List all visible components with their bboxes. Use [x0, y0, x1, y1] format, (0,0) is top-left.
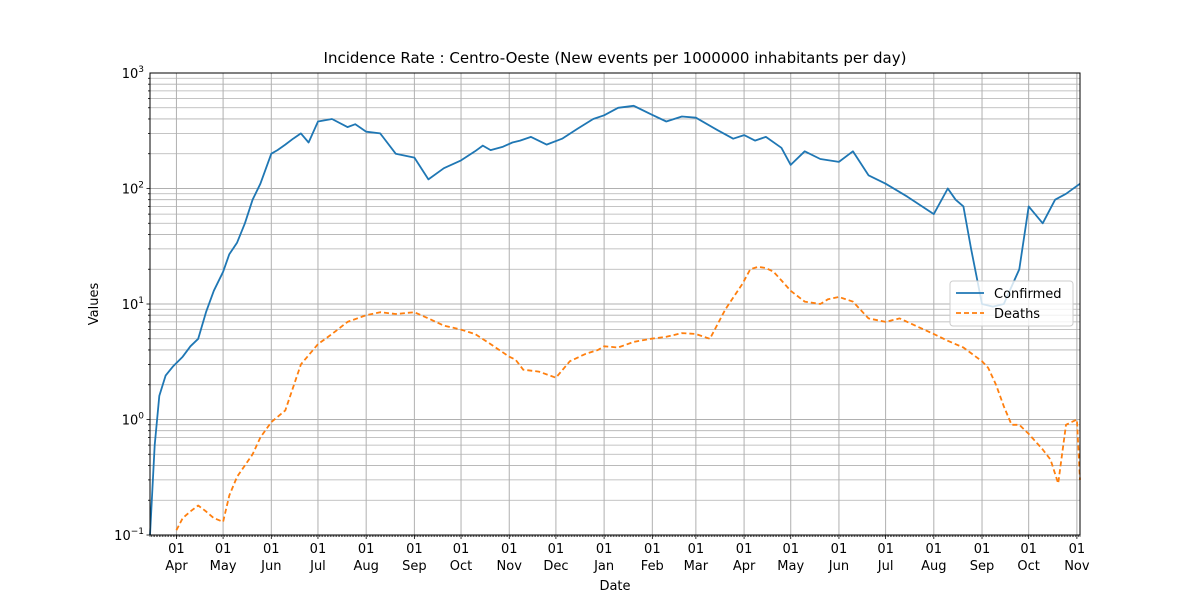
x-tick-day-label: 01 — [974, 542, 991, 557]
x-tick-day-label: 01 — [406, 542, 423, 557]
y-tick-label: 10−1 — [114, 527, 144, 544]
x-tick-month-label: Apr — [733, 559, 756, 574]
x-tick-month-label: Jul — [309, 559, 326, 574]
x-tick-day-label: 01 — [358, 542, 375, 557]
x-tick-day-label: 01 — [736, 542, 753, 557]
x-tick-month-label: Feb — [641, 559, 664, 574]
legend-label-deaths: Deaths — [994, 307, 1040, 322]
series-lines — [149, 104, 1081, 536]
x-tick-day-label: 01 — [215, 542, 232, 557]
x-tick-month-label: Jun — [260, 559, 281, 574]
chart-title: Incidence Rate : Centro-Oeste (New event… — [324, 49, 907, 67]
x-tick-day-label: 01 — [596, 542, 613, 557]
x-tick-month-label: Sep — [402, 559, 427, 574]
y-tick-label: 101 — [122, 296, 144, 313]
x-tick-day-label: 01 — [877, 542, 894, 557]
x-tick-day-label: 01 — [644, 542, 661, 557]
x-tick-day-label: 01 — [453, 542, 470, 557]
x-tick-month-label: Oct — [450, 559, 472, 574]
y-tick-label: 103 — [122, 65, 144, 82]
x-tick-month-label: Aug — [921, 559, 946, 574]
x-tick-month-label: Mar — [684, 559, 709, 574]
x-tick-month-label: Jan — [593, 559, 614, 574]
series-line-deaths — [175, 265, 1081, 531]
legend: Confirmed Deaths — [949, 280, 1074, 327]
legend-label-confirmed: Confirmed — [994, 287, 1062, 302]
axis-ticks: 10−1 100 101 102 103 01 Apr 01 May 01 Jun 01 Jul 01 Au… — [114, 65, 1090, 574]
grid — [150, 73, 1080, 536]
y-tick-label: 102 — [122, 181, 144, 198]
x-tick-month-label: Jun — [828, 559, 849, 574]
x-tick-day-label: 01 — [1020, 542, 1037, 557]
x-axis-label: Date — [599, 579, 630, 594]
x-tick-month-label: Oct — [1017, 559, 1039, 574]
x-tick-month-label: May — [777, 559, 804, 574]
x-tick-day-label: 01 — [263, 542, 280, 557]
x-tick-month-label: May — [210, 559, 237, 574]
x-tick-day-label: 01 — [501, 542, 518, 557]
x-tick-day-label: 01 — [1069, 542, 1086, 557]
x-tick-month-label: Jul — [877, 559, 894, 574]
x-tick-day-label: 01 — [310, 542, 327, 557]
x-tick-day-label: 01 — [926, 542, 943, 557]
y-tick-label: 100 — [122, 412, 145, 429]
x-tick-month-label: Sep — [970, 559, 995, 574]
x-tick-day-label: 01 — [831, 542, 848, 557]
series-line-confirmed — [149, 104, 1081, 536]
x-tick-month-label: Aug — [353, 559, 378, 574]
x-tick-month-label: Nov — [1064, 559, 1090, 574]
x-tick-day-label: 01 — [688, 542, 705, 557]
x-tick-month-label: Apr — [165, 559, 188, 574]
x-tick-day-label: 01 — [782, 542, 799, 557]
x-tick-month-label: Dec — [543, 559, 568, 574]
y-axis-label: Values — [87, 283, 102, 326]
x-tick-day-label: 01 — [168, 542, 185, 557]
x-tick-day-label: 01 — [548, 542, 565, 557]
x-tick-month-label: Nov — [497, 559, 523, 574]
